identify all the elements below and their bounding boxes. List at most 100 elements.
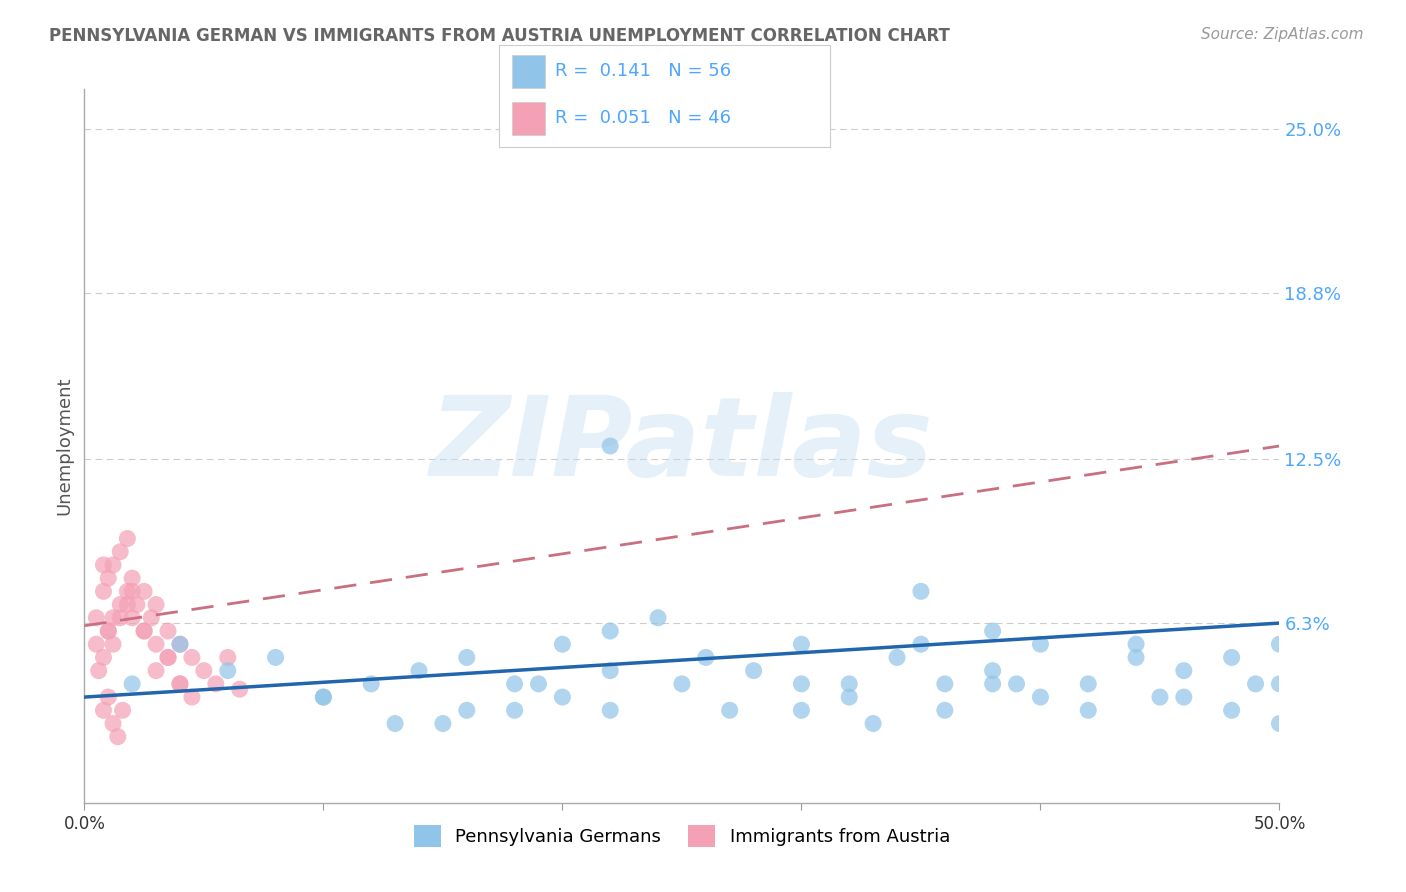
Point <box>101 637 124 651</box>
Point <box>790 703 813 717</box>
Point <box>1005 677 1028 691</box>
Text: ZIPatlas: ZIPatlas <box>430 392 934 500</box>
Point <box>86 611 108 625</box>
Point <box>1173 690 1195 704</box>
Point <box>125 598 148 612</box>
Point <box>934 703 956 717</box>
Point <box>1268 677 1291 691</box>
Point <box>1077 677 1099 691</box>
Point <box>312 690 335 704</box>
Point <box>132 624 156 638</box>
Point <box>1029 690 1052 704</box>
Point <box>1268 637 1291 651</box>
Point <box>886 650 908 665</box>
Point <box>695 650 717 665</box>
Point <box>551 690 574 704</box>
Text: R =  0.141   N = 56: R = 0.141 N = 56 <box>555 62 731 80</box>
Point <box>647 611 669 625</box>
Point <box>599 703 621 717</box>
Point <box>599 624 621 638</box>
Point <box>384 716 406 731</box>
Point <box>110 611 132 625</box>
Point <box>93 703 115 717</box>
Point <box>121 584 143 599</box>
Point <box>1268 716 1291 731</box>
Point <box>1220 650 1243 665</box>
Text: Source: ZipAtlas.com: Source: ZipAtlas.com <box>1201 27 1364 42</box>
Point <box>742 664 765 678</box>
Point <box>111 703 134 717</box>
Point <box>107 730 129 744</box>
Point <box>141 611 163 625</box>
Point <box>101 716 124 731</box>
Point <box>169 637 191 651</box>
Legend: Pennsylvania Germans, Immigrants from Austria: Pennsylvania Germans, Immigrants from Au… <box>406 818 957 855</box>
Point <box>117 532 139 546</box>
Point <box>981 664 1004 678</box>
Point <box>360 677 382 691</box>
Point <box>503 677 526 691</box>
Point <box>981 624 1004 638</box>
Point <box>110 545 132 559</box>
Point <box>1077 703 1099 717</box>
Point <box>718 703 741 717</box>
Point <box>132 584 156 599</box>
Point <box>1149 690 1171 704</box>
Point <box>217 650 239 665</box>
Point <box>838 690 860 704</box>
Point <box>157 650 180 665</box>
Point <box>432 716 454 731</box>
Point <box>145 598 167 612</box>
Point <box>117 598 139 612</box>
Point <box>101 558 124 572</box>
Point <box>503 703 526 717</box>
Point <box>217 664 239 678</box>
Point <box>169 637 191 651</box>
Point <box>157 650 180 665</box>
Point <box>408 664 430 678</box>
Point <box>790 677 813 691</box>
Point <box>97 571 120 585</box>
Point <box>1125 650 1147 665</box>
Point <box>527 677 550 691</box>
Y-axis label: Unemployment: Unemployment <box>55 376 73 516</box>
Point <box>145 664 167 678</box>
Point <box>117 584 139 599</box>
Point <box>97 624 120 638</box>
Point <box>934 677 956 691</box>
Point <box>312 690 335 704</box>
Point <box>93 558 115 572</box>
Point <box>599 439 621 453</box>
Point <box>1244 677 1267 691</box>
Point <box>93 650 115 665</box>
Bar <box>512 55 546 87</box>
Point <box>145 637 167 651</box>
Point <box>981 677 1004 691</box>
Point <box>110 598 132 612</box>
Point <box>671 677 693 691</box>
Bar <box>512 102 546 135</box>
Point <box>97 624 120 638</box>
Point <box>264 650 287 665</box>
Point <box>101 611 124 625</box>
Point <box>599 664 621 678</box>
Point <box>1029 637 1052 651</box>
Point <box>93 584 115 599</box>
Point <box>456 650 478 665</box>
Point <box>551 637 574 651</box>
Point <box>169 677 191 691</box>
Point <box>181 690 204 704</box>
Point <box>910 584 932 599</box>
Point <box>790 637 813 651</box>
Point <box>1173 664 1195 678</box>
Point <box>456 703 478 717</box>
Text: PENNSYLVANIA GERMAN VS IMMIGRANTS FROM AUSTRIA UNEMPLOYMENT CORRELATION CHART: PENNSYLVANIA GERMAN VS IMMIGRANTS FROM A… <box>49 27 950 45</box>
Point <box>205 677 228 691</box>
Point <box>86 637 108 651</box>
Point <box>169 677 191 691</box>
Point <box>97 690 120 704</box>
Point <box>193 664 215 678</box>
Point <box>838 677 860 691</box>
Point <box>121 677 143 691</box>
Point <box>862 716 884 731</box>
